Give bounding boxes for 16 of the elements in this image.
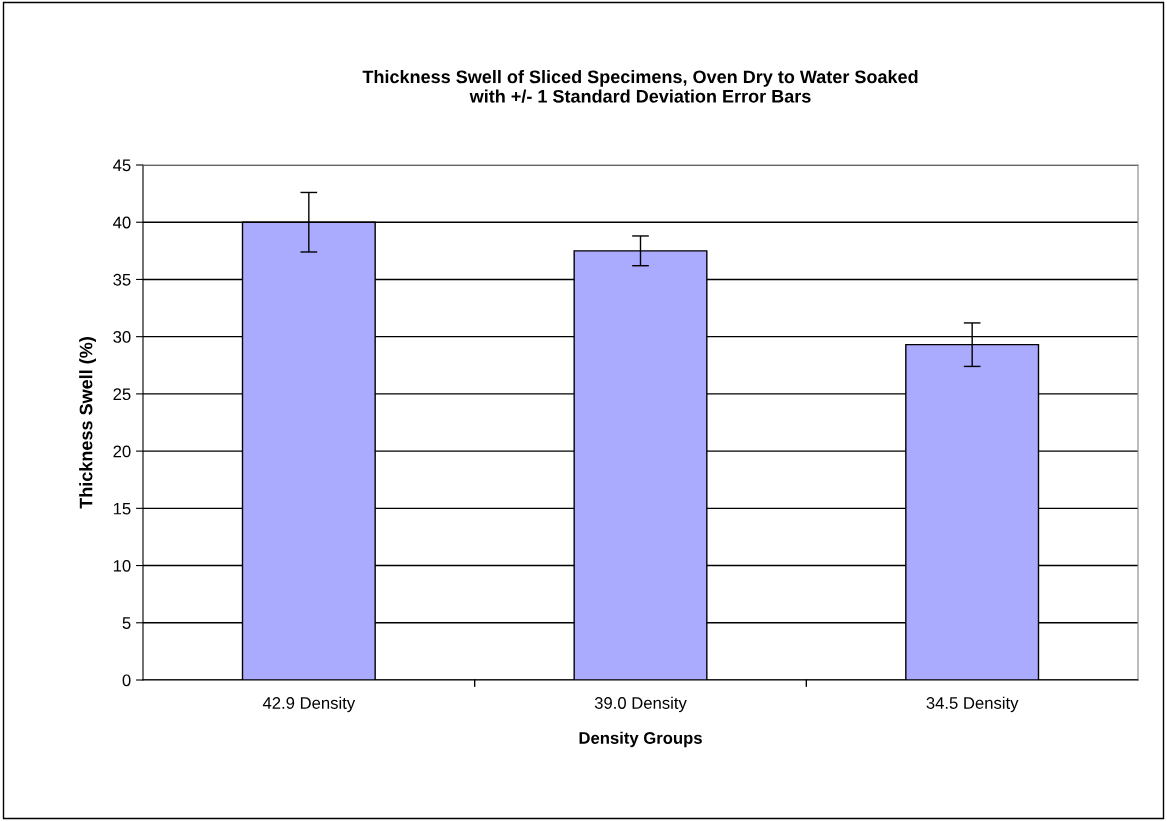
- y-tick-label: 20: [113, 445, 131, 458]
- y-axis-title: Thickness Swell (%): [79, 337, 96, 509]
- x-tick-label: 42.9 Density: [262, 696, 356, 713]
- y-tick-label: 5: [122, 617, 131, 629]
- y-tick-label: 15: [113, 502, 131, 515]
- y-tick-label: 25: [113, 388, 131, 401]
- chart-title: Thickness Swell of Sliced Specimens, Oven Dry to Water Soaked with +/- 1 Standard Deviation Error Bars: [362, 69, 918, 103]
- x-tick-label: 39.0 Density: [594, 696, 687, 713]
- y-tick-label: 30: [113, 331, 131, 343]
- y-tick-label: 10: [113, 559, 131, 572]
- x-axis-title: Density Groups: [579, 731, 702, 748]
- x-tick-label: 34.5 Density: [926, 696, 1019, 713]
- y-tick-label: 0: [122, 674, 131, 687]
- y-tick-label: 35: [113, 273, 131, 286]
- y-tick-label: 45: [113, 159, 131, 172]
- y-tick-label: 40: [113, 216, 131, 229]
